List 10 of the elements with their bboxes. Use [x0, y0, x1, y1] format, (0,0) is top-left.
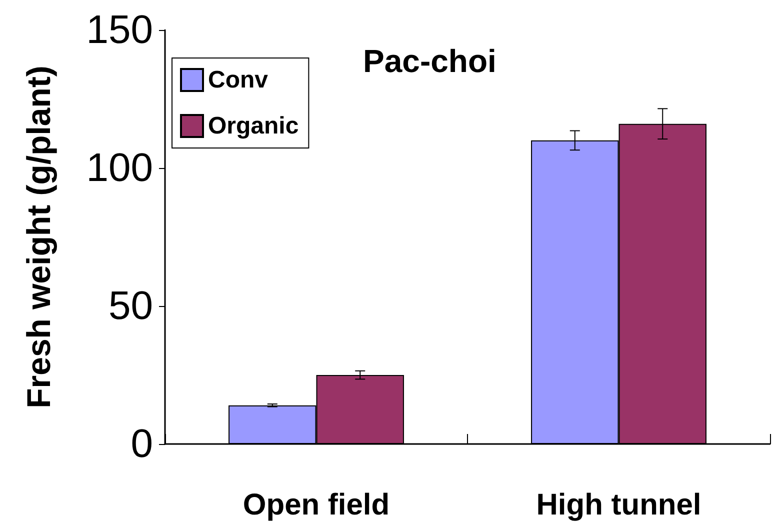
y-tick-label: 150	[86, 8, 153, 52]
y-tick-label: 100	[86, 146, 153, 190]
x-tick-label: Open field	[242, 488, 390, 522]
legend-label: Organic	[208, 112, 299, 140]
legend-label: Conv	[208, 66, 269, 94]
chart-title: Pac-choi	[363, 43, 496, 79]
y-tick-label: 50	[108, 284, 153, 328]
y-axis-title: Fresh weight (g/plant)	[20, 66, 57, 408]
x-tick-label: High tunnel	[536, 488, 702, 522]
y-tick-label: 0	[130, 422, 153, 466]
